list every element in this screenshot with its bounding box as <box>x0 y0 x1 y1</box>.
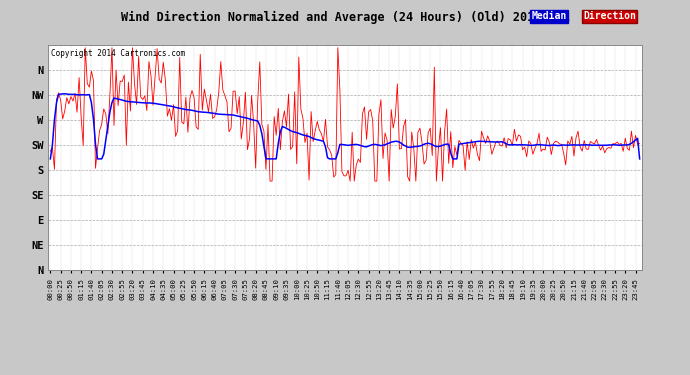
Text: Median: Median <box>531 11 566 21</box>
Text: Wind Direction Normalized and Average (24 Hours) (Old) 20140131: Wind Direction Normalized and Average (2… <box>121 11 569 24</box>
Text: Direction: Direction <box>583 11 636 21</box>
Text: Copyright 2014 Cartronics.com: Copyright 2014 Cartronics.com <box>51 50 186 58</box>
